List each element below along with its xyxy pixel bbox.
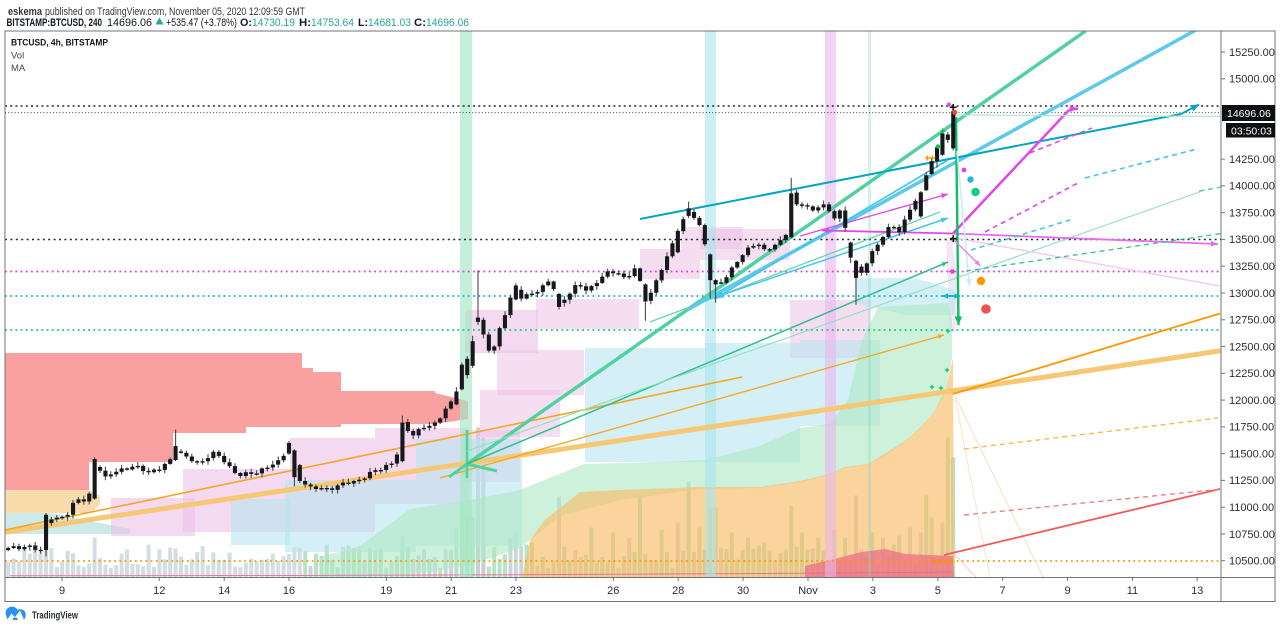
svg-text:9: 9 <box>1064 585 1070 597</box>
svg-text:TradingView: TradingView <box>32 610 79 622</box>
svg-text:14250.00: 14250.00 <box>1229 154 1275 166</box>
svg-text:14730.19: 14730.19 <box>252 17 295 29</box>
svg-text:BTCUSD, 4h, BITSTAMP: BTCUSD, 4h, BITSTAMP <box>11 37 109 48</box>
svg-text:14681.03: 14681.03 <box>368 17 411 29</box>
svg-text:Nov: Nov <box>798 585 818 597</box>
svg-text:10500.00: 10500.00 <box>1229 556 1275 568</box>
svg-text:11: 11 <box>1127 585 1138 597</box>
svg-text:11250.00: 11250.00 <box>1229 475 1274 487</box>
svg-text:7: 7 <box>1000 585 1006 597</box>
svg-text:H:: H: <box>299 17 311 29</box>
svg-text:21: 21 <box>445 585 457 597</box>
svg-text:C:: C: <box>414 17 426 29</box>
svg-text:13: 13 <box>1191 585 1203 597</box>
svg-text:13250.00: 13250.00 <box>1229 261 1275 273</box>
svg-text:14000.00: 14000.00 <box>1229 181 1275 193</box>
svg-text:BITSTAMP:BTCUSD, 240: BITSTAMP:BTCUSD, 240 <box>7 17 103 29</box>
svg-text:13000.00: 13000.00 <box>1229 288 1275 300</box>
svg-text:12750.00: 12750.00 <box>1229 315 1275 327</box>
svg-text:3: 3 <box>870 585 876 597</box>
svg-text:11750.00: 11750.00 <box>1229 422 1274 434</box>
svg-text:14: 14 <box>218 585 230 597</box>
svg-text:published on TradingView.com,: published on TradingView.com, November 0… <box>45 6 305 18</box>
svg-text:Vol: Vol <box>11 51 24 62</box>
svg-text:26: 26 <box>607 585 619 597</box>
svg-text:MA: MA <box>11 63 26 74</box>
svg-text:14696.06: 14696.06 <box>107 17 152 29</box>
svg-text:13500.00: 13500.00 <box>1229 234 1275 246</box>
svg-text:14696.06: 14696.06 <box>426 17 469 29</box>
svg-text:30: 30 <box>737 585 749 597</box>
svg-text:12500.00: 12500.00 <box>1229 341 1275 353</box>
svg-text:eskema: eskema <box>8 6 43 18</box>
svg-text:14753.64: 14753.64 <box>311 17 354 29</box>
svg-text:12: 12 <box>153 585 165 597</box>
svg-text:13750.00: 13750.00 <box>1229 208 1275 220</box>
svg-text:15250.00: 15250.00 <box>1229 47 1275 59</box>
svg-text:19: 19 <box>380 585 392 597</box>
svg-text:5: 5 <box>935 585 941 597</box>
svg-text:28: 28 <box>672 585 684 597</box>
svg-text:9: 9 <box>59 585 65 597</box>
svg-text:15000.00: 15000.00 <box>1229 74 1275 86</box>
svg-text:11000.00: 11000.00 <box>1229 502 1274 514</box>
svg-text:O:: O: <box>240 17 252 29</box>
svg-text:L:: L: <box>358 17 368 29</box>
svg-text:12000.00: 12000.00 <box>1229 395 1275 407</box>
svg-text:23: 23 <box>510 585 522 597</box>
svg-text:+535.47 (+3.78%): +535.47 (+3.78%) <box>166 17 237 29</box>
svg-text:10750.00: 10750.00 <box>1229 529 1275 541</box>
svg-text:12250.00: 12250.00 <box>1229 368 1275 380</box>
svg-text:03:50:03: 03:50:03 <box>1231 126 1272 138</box>
svg-text:14696.06: 14696.06 <box>1227 108 1271 120</box>
svg-text:16: 16 <box>283 585 295 597</box>
svg-text:11500.00: 11500.00 <box>1229 448 1274 460</box>
